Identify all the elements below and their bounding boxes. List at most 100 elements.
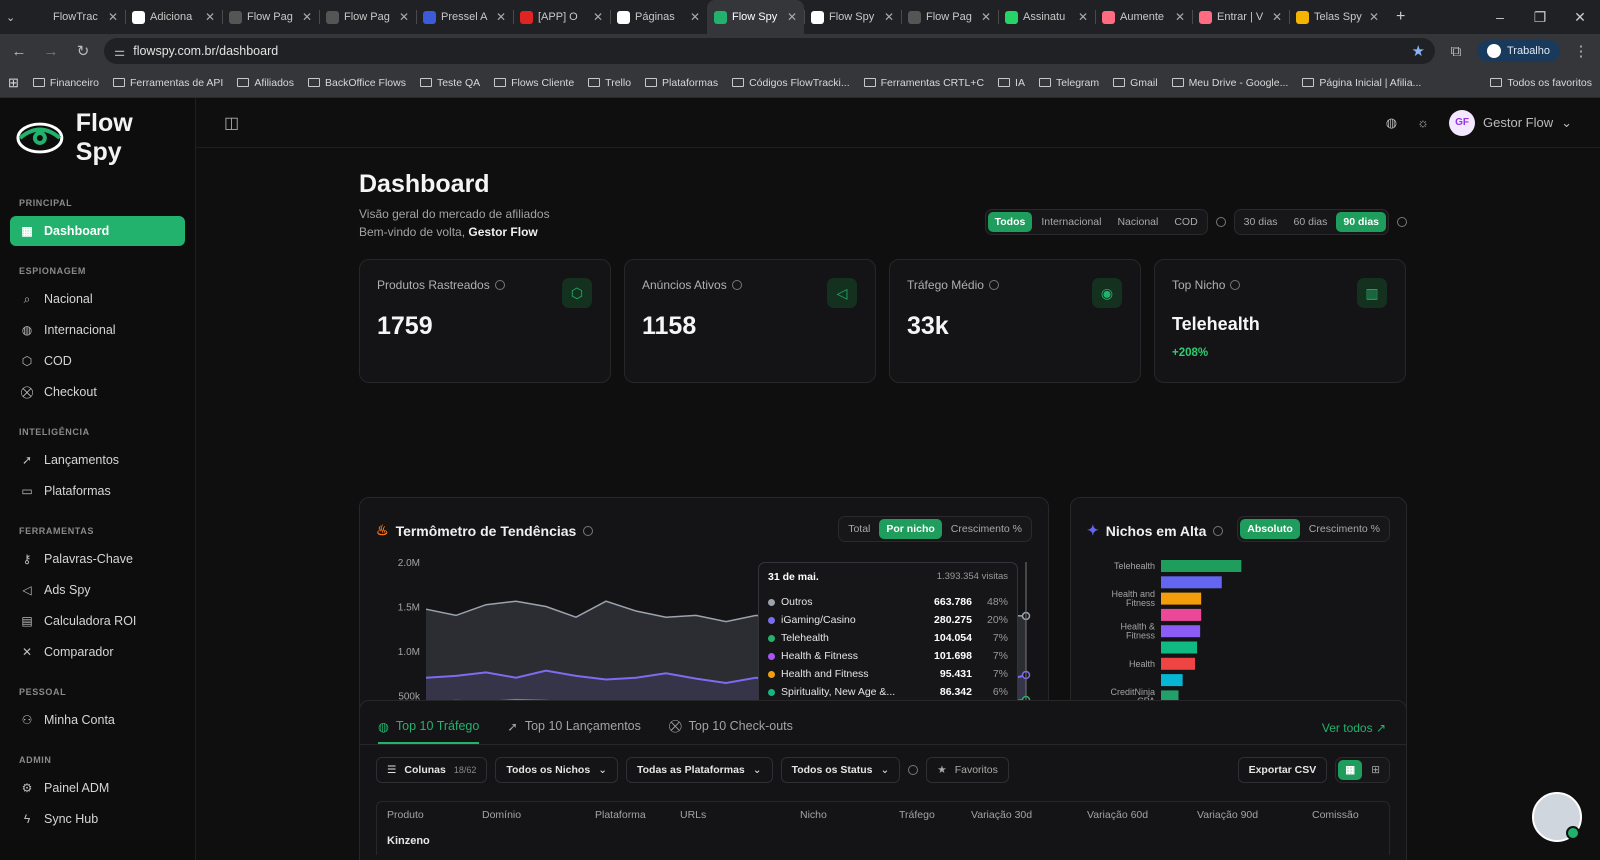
filter-option[interactable]: Internacional [1041, 216, 1102, 228]
sidebar-item-painel-adm[interactable]: ⚙ Painel ADM [10, 773, 185, 803]
column-header[interactable]: Variação 90d [1197, 808, 1259, 821]
see-all-link[interactable]: Ver todos ↗ [1321, 721, 1386, 735]
info-icon[interactable] [1230, 280, 1241, 290]
info-icon[interactable] [494, 280, 505, 290]
tab-close-icon[interactable]: ✕ [204, 10, 215, 24]
sidebar-item-cod[interactable]: ⬡ COD [10, 346, 185, 376]
filter-option[interactable]: Crescimento % [1308, 523, 1380, 535]
sidebar-item-sync-hub[interactable]: ϟ Sync Hub [10, 804, 185, 834]
maximize-button[interactable]: ❐ [1533, 8, 1547, 25]
browser-tab[interactable]: Páginas ✕ [610, 0, 707, 34]
sidebar-item-checkout[interactable]: ⛒ Checkout [10, 377, 185, 407]
browser-tab[interactable]: Flow Spy ✕ [804, 0, 901, 34]
theme-sun-icon[interactable]: ☼ [1417, 115, 1430, 130]
apps-icon[interactable]: ⊞ [8, 74, 19, 90]
bookmark-item[interactable]: Afiliados [237, 77, 294, 89]
info-icon[interactable] [1215, 217, 1226, 227]
bookmark-item[interactable]: Todos os favoritos [1490, 77, 1592, 89]
sidebar-item-ads-spy[interactable]: ◁ Ads Spy [10, 575, 185, 605]
tab-top10[interactable]: ➚ Top 10 Lançamentos [507, 719, 641, 744]
tab-top10[interactable]: ⛒ Top 10 Check-outs [669, 719, 793, 744]
filter-option[interactable]: Todos [987, 212, 1033, 232]
tab-close-icon[interactable]: ✕ [398, 10, 409, 24]
bookmark-star-icon[interactable]: ★ [1411, 43, 1425, 60]
tab-close-icon[interactable]: ✕ [1077, 10, 1088, 24]
filter-option[interactable]: Total [848, 523, 871, 535]
niche-bar[interactable] [1161, 592, 1202, 605]
tab-close-icon[interactable]: ✕ [786, 10, 797, 24]
niche-bar[interactable] [1161, 625, 1201, 638]
back-icon[interactable]: ← [11, 42, 27, 60]
sidebar-item-dashboard[interactable]: ▦ Dashboard [10, 216, 185, 246]
tab-search-button[interactable]: ⌄ [6, 11, 16, 24]
bookmark-item[interactable]: Financeiro [32, 77, 99, 89]
profile-button[interactable]: Trabalho [1476, 40, 1560, 62]
info-icon[interactable] [908, 765, 919, 775]
bookmark-item[interactable]: Página Inicial | Afilia... [1302, 77, 1421, 89]
sidebar-item-comparador[interactable]: ✕ Comparador [10, 637, 185, 667]
filter-option[interactable]: 60 dias [1293, 216, 1328, 228]
column-header[interactable]: URLs [680, 808, 707, 821]
niche-bar[interactable] [1161, 641, 1198, 654]
browser-tab[interactable]: Pressel A ✕ [416, 0, 513, 34]
tab-close-icon[interactable]: ✕ [1174, 10, 1185, 24]
menu-icon[interactable]: ⋮ [1573, 43, 1589, 60]
close-window-button[interactable]: ✕ [1574, 8, 1586, 25]
sidebar-toggle-icon[interactable]: ◫ [224, 114, 240, 132]
filter-dropdown[interactable]: Todas as Plataformas ⌄ [626, 757, 773, 783]
tab-close-icon[interactable]: ✕ [107, 10, 118, 24]
address-bar[interactable]: ⚌ flowspy.com.br/dashboard ★ [104, 38, 1435, 64]
bookmark-item[interactable]: IA [998, 77, 1025, 89]
browser-tab[interactable]: [APP] O ✕ [513, 0, 610, 34]
niche-bar[interactable] [1161, 657, 1195, 670]
minimize-button[interactable]: – [1496, 8, 1504, 25]
bookmark-item[interactable]: Ferramentas CRTL+C [863, 77, 984, 89]
favorites-button[interactable]: ★ Favoritos [926, 757, 1009, 783]
bookmark-item[interactable]: Plataformas [645, 77, 718, 89]
sidebar-item-internacional[interactable]: ◍ Internacional [10, 315, 185, 345]
filter-option[interactable]: Crescimento % [950, 523, 1022, 535]
column-header[interactable]: Comissão [1312, 808, 1359, 821]
reload-icon[interactable]: ↻ [76, 43, 90, 60]
filter-dropdown[interactable]: Todos os Status ⌄ [780, 757, 901, 783]
language-globe-icon[interactable]: ◍ [1385, 114, 1398, 130]
column-header[interactable]: Variação 60d [1087, 808, 1149, 821]
niche-bar[interactable] [1161, 690, 1179, 703]
tab-close-icon[interactable]: ✕ [495, 10, 506, 24]
browser-tab[interactable]: Flow Pag ✕ [901, 0, 998, 34]
browser-tab[interactable]: FlowTrac ✕ [28, 0, 125, 34]
browser-tab[interactable]: Flow Spy ✕ [707, 0, 804, 34]
column-header[interactable]: Variação 30d [971, 808, 1033, 821]
browser-tab[interactable]: Flow Pag ✕ [222, 0, 319, 34]
brand-logo[interactable]: Flow Spy [10, 98, 185, 178]
filter-option[interactable]: Por nicho [879, 519, 942, 539]
site-info-icon[interactable]: ⚌ [114, 44, 126, 59]
bookmark-item[interactable]: Códigos FlowTracki... [732, 77, 850, 89]
filter-option[interactable]: Absoluto [1240, 519, 1300, 539]
filter-option[interactable]: 90 dias [1336, 212, 1386, 232]
new-tab-button[interactable]: + [1396, 8, 1406, 25]
browser-tab[interactable]: Entrar | V ✕ [1192, 0, 1289, 34]
column-header[interactable]: Produto [387, 808, 424, 821]
bookmark-item[interactable]: Trello [588, 77, 631, 89]
column-header[interactable]: Tráfego [899, 808, 935, 821]
filter-option[interactable]: 30 dias [1243, 216, 1278, 228]
browser-tab[interactable]: Assinatu ✕ [998, 0, 1095, 34]
info-icon[interactable] [1397, 217, 1407, 227]
column-header[interactable]: Plataforma [595, 808, 646, 821]
tab-close-icon[interactable]: ✕ [1271, 10, 1282, 24]
grid-view-icon[interactable]: ⊞ [1371, 764, 1380, 776]
extensions-icon[interactable]: ⧉ [1450, 42, 1462, 60]
bookmark-item[interactable]: Telegram [1038, 77, 1099, 89]
browser-tab[interactable]: Telas Spy ✕ [1289, 0, 1386, 34]
browser-tab[interactable]: Aumente ✕ [1095, 0, 1192, 34]
columns-button[interactable]: ☰ Colunas 18/62 [376, 757, 488, 783]
column-header[interactable]: Nicho [800, 808, 827, 821]
sidebar-item-palavras-chave[interactable]: ⚷ Palavras-Chave [10, 544, 185, 574]
sidebar-item-lan-amentos[interactable]: ➚ Lançamentos [10, 445, 185, 475]
export-csv-button[interactable]: Exportar CSV [1237, 757, 1328, 783]
table-view-icon[interactable]: ▦ [1338, 760, 1363, 780]
bookmark-item[interactable]: BackOffice Flows [308, 77, 406, 89]
bookmark-item[interactable]: Gmail [1113, 77, 1158, 89]
bookmark-item[interactable]: Teste QA [419, 77, 480, 89]
